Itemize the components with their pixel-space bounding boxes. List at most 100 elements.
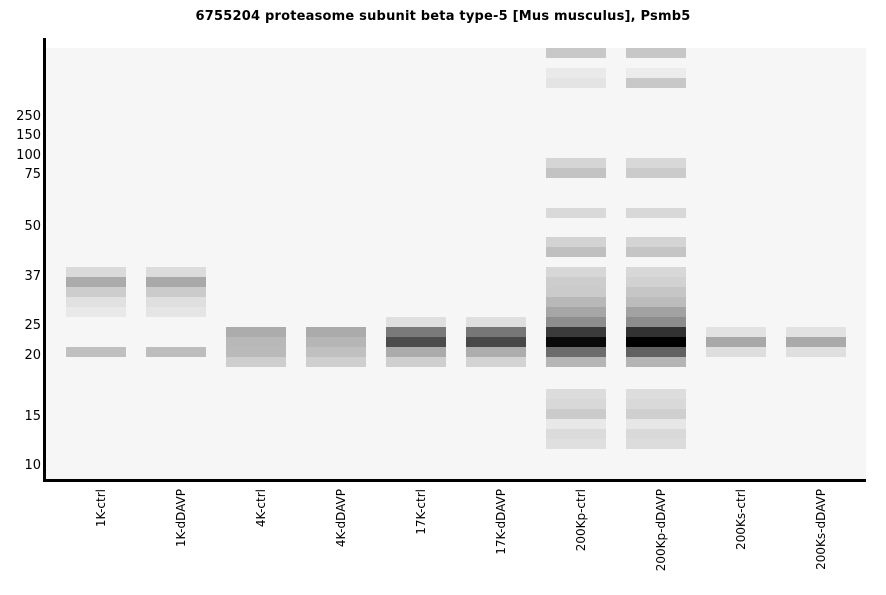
gel-band <box>626 419 686 429</box>
gel-band <box>546 409 606 419</box>
gel-band <box>626 297 686 307</box>
gel-band <box>626 267 686 277</box>
gel-band <box>466 347 526 357</box>
gel-band <box>786 327 846 337</box>
lane-label: 1K-ctrl <box>94 485 108 575</box>
gel-band <box>626 357 686 367</box>
gel-band <box>626 307 686 317</box>
mw-tick-label: 250 <box>16 109 41 124</box>
gel-band <box>66 297 126 307</box>
gel-band <box>626 409 686 419</box>
lane-label-text: 17K-dDAVP <box>494 489 508 555</box>
gel-band <box>546 337 606 347</box>
gel-band <box>546 48 606 58</box>
gel-band <box>626 287 686 297</box>
gel-band <box>626 208 686 218</box>
gel-band <box>626 158 686 168</box>
lane-label: 1K-dDAVP <box>174 485 188 575</box>
gel-band <box>626 347 686 357</box>
lane-label: 4K-dDAVP <box>334 485 348 575</box>
gel-band <box>546 399 606 409</box>
gel-band <box>66 287 126 297</box>
gel-band <box>786 347 846 357</box>
mw-tick-label: 50 <box>24 219 41 234</box>
gel-band <box>626 327 686 337</box>
gel-band <box>626 317 686 327</box>
gel-band <box>146 277 206 287</box>
gel-band <box>626 277 686 287</box>
lane-label: 200Ks-ctrl <box>734 485 748 575</box>
gel-band <box>546 389 606 399</box>
gel-band <box>546 68 606 78</box>
gel-band <box>306 347 366 357</box>
gel-band <box>626 78 686 88</box>
lane-label-text: 4K-dDAVP <box>334 489 348 548</box>
gel-band <box>546 347 606 357</box>
y-axis-line <box>43 38 46 482</box>
gel-band <box>146 297 206 307</box>
gel-band <box>786 337 846 347</box>
gel-band <box>546 419 606 429</box>
lane-label-text: 17K-ctrl <box>414 489 428 535</box>
lane-label: 17K-dDAVP <box>494 485 508 575</box>
gel-band <box>546 78 606 88</box>
gel-band <box>546 208 606 218</box>
gel-band <box>146 287 206 297</box>
gel-band <box>546 429 606 439</box>
gel-band <box>546 247 606 257</box>
gel-band <box>706 337 766 347</box>
lane-label: 17K-ctrl <box>414 485 428 575</box>
mw-tick-label: 150 <box>16 128 41 143</box>
gel-band <box>546 267 606 277</box>
lane-label-text: 200Kp-ctrl <box>574 489 588 552</box>
gel-band <box>466 317 526 327</box>
gel-band <box>226 357 286 367</box>
gel-band <box>146 307 206 317</box>
gel-band <box>306 337 366 347</box>
mw-tick-label: 20 <box>24 348 41 363</box>
lane-label: 200Kp-dDAVP <box>654 485 668 575</box>
mw-tick-label: 100 <box>16 148 41 163</box>
gel-band <box>66 307 126 317</box>
gel-band <box>706 327 766 337</box>
gel-band <box>386 347 446 357</box>
gel-band <box>546 287 606 297</box>
gel-band <box>466 337 526 347</box>
gel-band <box>546 297 606 307</box>
gel-band <box>546 439 606 449</box>
gel-band <box>626 168 686 178</box>
gel-band <box>546 327 606 337</box>
gel-band <box>306 357 366 367</box>
gel-band <box>66 267 126 277</box>
gel-band <box>626 48 686 58</box>
mw-tick-label: 75 <box>24 167 41 182</box>
lane-label: 4K-ctrl <box>254 485 268 575</box>
gel-band <box>626 439 686 449</box>
gel-band <box>386 337 446 347</box>
gel-band <box>626 68 686 78</box>
gel-band <box>626 389 686 399</box>
lane-label: 200Kp-ctrl <box>574 485 588 575</box>
gel-band <box>626 237 686 247</box>
lane-label-text: 200Ks-dDAVP <box>814 489 828 570</box>
gel-band <box>626 247 686 257</box>
mw-tick-label: 25 <box>24 318 41 333</box>
mw-tick-label: 10 <box>24 458 41 473</box>
mw-tick-label: 37 <box>24 269 41 284</box>
gel-band <box>466 357 526 367</box>
gel-band <box>546 158 606 168</box>
gel-band <box>226 337 286 347</box>
gel-band <box>546 277 606 287</box>
gel-band <box>706 347 766 357</box>
gel-band <box>626 337 686 347</box>
gel-band <box>66 347 126 357</box>
gel-band <box>546 307 606 317</box>
gel-band <box>146 347 206 357</box>
gel-band <box>546 168 606 178</box>
x-axis-line <box>43 479 866 482</box>
gel-band <box>226 327 286 337</box>
gel-band <box>386 357 446 367</box>
lane-label: 200Ks-dDAVP <box>814 485 828 575</box>
lane-label-text: 4K-ctrl <box>254 489 268 528</box>
gel-band <box>66 277 126 287</box>
